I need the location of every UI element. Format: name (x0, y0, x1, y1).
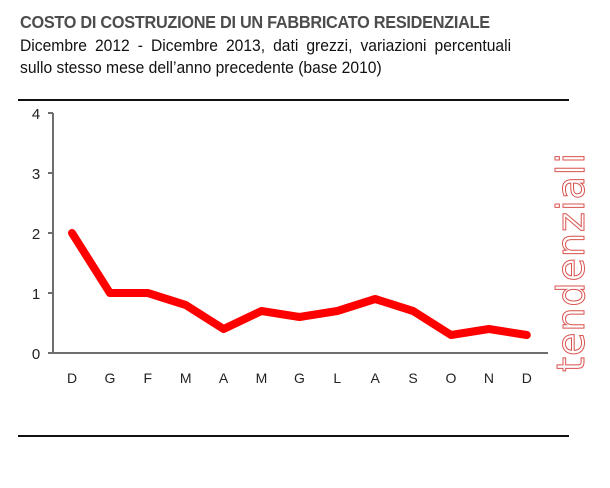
y-tick-label: 4 (32, 106, 40, 123)
chart-subtitle: Dicembre 2012 - Dicembre 2013, dati grez… (20, 35, 572, 79)
series-polyline (68, 229, 531, 339)
x-tick-label: D (522, 370, 532, 386)
x-tick-label: F (144, 370, 153, 386)
y-tick-label: 2 (32, 226, 40, 243)
x-tick-label: N (484, 370, 494, 386)
top-divider (18, 99, 569, 101)
x-tick-label: S (408, 370, 417, 386)
y-tick-label: 3 (32, 166, 40, 183)
side-label-tendenziali: tendenziali (549, 152, 594, 373)
chart-title: COSTO DI COSTRUZIONE DI UN FABBRICATO RE… (20, 12, 490, 32)
x-tick-label: G (104, 370, 115, 386)
bottom-divider (18, 435, 569, 437)
x-tick-label: M (180, 370, 192, 386)
series-line (68, 229, 531, 339)
subtitle-line-1: Dicembre 2012 - Dicembre 2013, dati grez… (20, 36, 512, 55)
subtitle-line-2: sullo stesso mese dell’anno precedente (… (20, 58, 382, 77)
x-tick-label: G (294, 370, 305, 386)
x-tick-label: L (333, 370, 341, 386)
x-tick-label: O (446, 370, 457, 386)
x-tick-label: A (219, 370, 229, 386)
x-tick-label: A (371, 370, 381, 386)
y-tick-label: 0 (32, 346, 40, 363)
y-axis: 0 1 2 3 4 (32, 106, 54, 363)
x-tick-label: D (67, 370, 77, 386)
x-tick-label: M (256, 370, 268, 386)
y-tick-label: 1 (32, 286, 40, 303)
